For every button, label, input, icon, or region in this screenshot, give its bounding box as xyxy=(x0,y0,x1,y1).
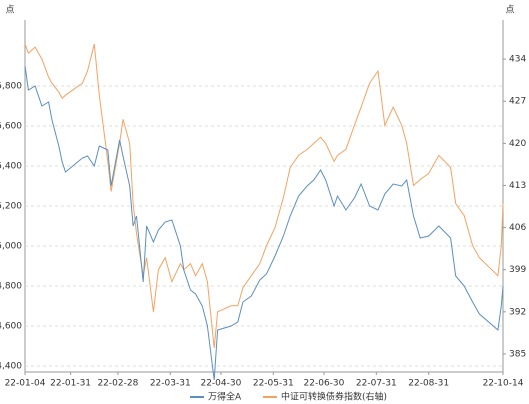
y2-tick-label: 385 xyxy=(509,349,526,359)
y2-tick-label: 413 xyxy=(509,181,526,191)
y2-tick-label: 427 xyxy=(509,97,526,107)
x-tick-label: 22-02-28 xyxy=(97,379,138,389)
y2-tick-label: 392 xyxy=(509,307,526,317)
y2-tick-label: 406 xyxy=(509,223,526,233)
y-tick-label: 4,800 xyxy=(0,282,22,292)
legend-label: 万得全A xyxy=(208,391,242,403)
x-tick-label: 22-10-14 xyxy=(483,379,524,389)
x-tick-label: 22-01-04 xyxy=(5,379,46,389)
y-tick-label: 5,000 xyxy=(0,242,22,252)
y2-tick-label: 434 xyxy=(509,55,526,65)
x-tick-label: 22-01-31 xyxy=(50,379,91,389)
y-tick-label: 4,600 xyxy=(0,322,22,332)
y-tick-label: 5,400 xyxy=(0,162,22,172)
y-tick-label: 5,200 xyxy=(0,202,22,212)
line-series xyxy=(24,43,504,348)
y2-tick-label: 399 xyxy=(509,265,526,275)
x-tick-label: 22-04-30 xyxy=(200,379,241,389)
y-tick-label: 4,400 xyxy=(0,362,22,372)
x-tick-label: 22-07-31 xyxy=(356,379,397,389)
legend-label: 中证可转换债券指数(右轴) xyxy=(281,391,387,403)
y-tick-label: 5,600 xyxy=(0,122,22,132)
y2-tick-label: 420 xyxy=(509,139,526,149)
x-tick-label: 22-05-31 xyxy=(253,379,294,389)
x-tick-label: 22-06-30 xyxy=(304,379,345,389)
x-tick-label: 22-03-31 xyxy=(150,379,191,389)
line-series xyxy=(24,65,504,381)
y-axis-title: 点 xyxy=(5,5,14,16)
y-tick-label: 5,800 xyxy=(0,82,22,92)
y2-axis-title: 点 xyxy=(505,5,514,16)
x-tick-label: 22-08-31 xyxy=(408,379,449,389)
